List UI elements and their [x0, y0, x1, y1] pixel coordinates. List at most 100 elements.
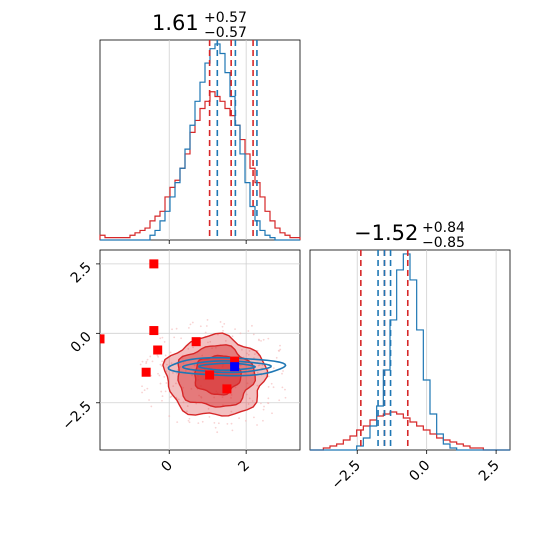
scatter-bg-point — [247, 403, 250, 405]
hist1-series — [99, 40, 301, 244]
title1-upper: +0.57 — [204, 10, 247, 26]
scatter-bg-point — [211, 347, 213, 350]
scatter-bg-point — [148, 399, 150, 401]
scatter-bg-point — [268, 375, 270, 378]
scatter-bg-point — [262, 408, 265, 411]
scatter-bg-point — [241, 348, 243, 351]
hist1-red-series — [99, 91, 301, 240]
scatter-bg-point — [278, 399, 281, 402]
scatter-bg-point — [172, 372, 174, 374]
scatter-bg-point — [219, 321, 222, 323]
scatter-bg-point — [163, 340, 166, 343]
scatter-bg-point — [161, 399, 163, 402]
scatter-bg-point — [146, 358, 149, 361]
scatter-bg-point — [230, 410, 233, 413]
scatter-bg-point — [166, 363, 168, 366]
scatter-bg-point — [267, 385, 270, 388]
scatter-bg-point — [281, 386, 284, 389]
scatter-bg-point — [230, 393, 233, 396]
scatter-bg-point — [209, 340, 212, 343]
scatter-bg-point — [170, 362, 173, 365]
scatter-bg-point — [284, 396, 287, 399]
scatter-bg-point — [160, 390, 163, 393]
red-marker-0 — [149, 259, 159, 269]
scatter-bg-point — [248, 350, 251, 352]
scatter-bg-point — [182, 386, 185, 389]
red-marker-4 — [141, 367, 151, 377]
scatter-bg-point — [252, 333, 255, 336]
blue-contour-1 — [182, 360, 272, 374]
scatter-bg-point — [172, 385, 175, 388]
scatter-bg-point — [176, 372, 179, 375]
scatter-bg-point — [187, 419, 190, 422]
scatter-bg-point — [192, 346, 194, 349]
scatter-bg-point — [257, 364, 260, 367]
red-marker-5 — [191, 337, 201, 347]
scatter-bg-point — [230, 396, 232, 399]
panel-hist-param2 — [309, 249, 511, 451]
scatter-bg-point — [149, 355, 152, 358]
blue-contour-0 — [167, 356, 287, 377]
scatter-bg-point — [145, 360, 148, 363]
scatter-bg-point — [213, 421, 216, 424]
scatter-bg-point — [180, 337, 183, 340]
scatter-bg-point — [188, 417, 191, 420]
scatter-bg-point — [263, 405, 265, 408]
scatter-bg-point — [177, 398, 180, 401]
title2-upper: +0.84 — [422, 220, 465, 236]
scatter-bg-point — [217, 422, 220, 425]
scatter-bg-point — [175, 382, 177, 385]
scatter-bg-point — [189, 323, 192, 326]
scatter-bg-point — [165, 370, 168, 373]
scatter-bg-point — [197, 422, 200, 425]
scatter-bg-point — [156, 354, 159, 357]
scatter-bg-point — [188, 421, 191, 424]
scatter-bg-point — [187, 326, 190, 329]
scatter-bg-point — [205, 325, 208, 327]
scatter-bg-point — [208, 415, 211, 418]
scatter-bg-point — [207, 407, 210, 410]
scatter-bg-point — [186, 405, 189, 407]
scatter-bg-point — [260, 339, 262, 342]
scatter-bg-point — [279, 344, 281, 347]
scatter-bg-point — [141, 385, 143, 388]
scatter-bg-point — [201, 354, 204, 357]
scatter-bg-point — [157, 355, 160, 358]
scatter-bg-point — [141, 391, 143, 394]
hist2-xtick-label-2: 2.5 — [476, 458, 503, 485]
scatter-bg-point — [159, 363, 162, 366]
hist2-series — [310, 250, 510, 454]
scatter-bg-point — [262, 419, 264, 422]
scatter-bg-point — [200, 396, 203, 399]
scatter-bg-point — [245, 393, 248, 396]
title2-lower: −0.85 — [422, 235, 465, 251]
scatter-bg-point — [226, 422, 229, 425]
scatter-bg-point — [253, 353, 256, 356]
blue-marker-0 — [230, 362, 240, 372]
title2-median: −1.52 — [354, 221, 418, 245]
scatter-bg-point — [222, 329, 224, 332]
scatter-bg-point — [267, 397, 270, 400]
scatter-bg-point — [260, 402, 262, 405]
scatter-bg-point — [275, 356, 278, 359]
scatter-content — [100, 259, 287, 434]
scatter-bg-point — [239, 364, 242, 367]
scatter-bg-point — [270, 382, 273, 385]
scatter-bg-point — [256, 384, 259, 387]
scatter-bg-point — [161, 395, 164, 398]
title1-lower: −0.57 — [204, 25, 247, 41]
scatter-frame — [99, 249, 301, 451]
scatter-bg-point — [248, 397, 251, 400]
hist2-blue-series — [310, 253, 510, 451]
scatter-bg-point — [251, 324, 253, 327]
scatter-bg-point — [201, 420, 204, 423]
scatter-bg-point — [141, 360, 144, 363]
scatter-bg-point — [267, 402, 270, 405]
scatter-bg-point — [193, 364, 196, 367]
scatter-ytick-label-0: 2.5 — [68, 259, 95, 286]
scatter-bg-point — [164, 390, 167, 393]
panel-hist-param1 — [99, 39, 301, 241]
scatter-bg-point — [187, 347, 190, 350]
red-marker-8 — [230, 356, 240, 366]
scatter-xtick-label-0: 0 — [158, 458, 176, 476]
